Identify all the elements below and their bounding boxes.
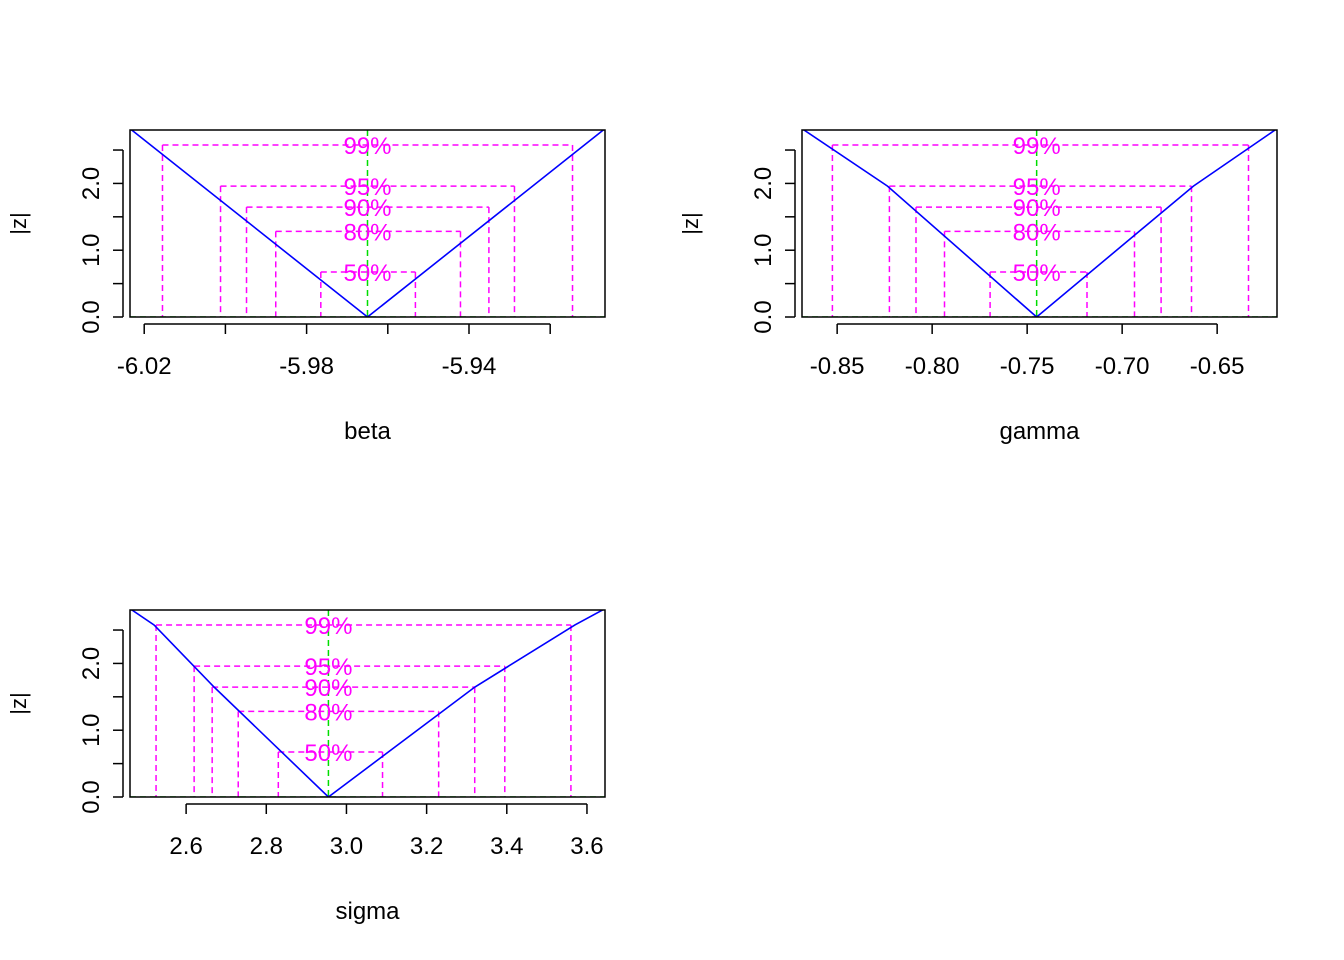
y-axis: 0.0 1.0 2.0 |z| xyxy=(678,149,796,334)
profile-panel-sigma: 50% 80%90%95% 99% 2.6 2.8 3.0 3.2 3.4 3.6 sigma 0.… xyxy=(6,609,606,925)
interval-label: 95% xyxy=(343,174,391,201)
plot-frame xyxy=(129,129,606,318)
x-tick-label: 3.0 xyxy=(330,833,363,860)
x-tick-label: -6.02 xyxy=(117,353,172,380)
interval-label: 99% xyxy=(304,613,352,640)
x-tick-label: -5.98 xyxy=(279,353,334,380)
interval-label: 50% xyxy=(1013,260,1061,287)
interval-label: 95% xyxy=(304,654,352,681)
interval-label: 95% xyxy=(1013,174,1061,201)
interval-label: 80% xyxy=(343,219,391,246)
profile-curve xyxy=(130,610,605,797)
x-tick-label: -5.94 xyxy=(442,353,497,380)
y-tick-label: 1.0 xyxy=(78,234,105,267)
interval-label: 90% xyxy=(304,675,352,702)
plot-frame xyxy=(129,609,606,798)
interval-label: 90% xyxy=(343,195,391,222)
interval-label: 50% xyxy=(343,260,391,287)
interval-label: 90% xyxy=(1013,195,1061,222)
x-axis: 2.6 2.8 3.0 3.2 3.4 3.6 sigma xyxy=(169,803,604,925)
x-tick-label: 3.6 xyxy=(570,833,603,860)
y-tick-label: 2.0 xyxy=(78,647,105,680)
interval-label: 50% xyxy=(304,740,352,767)
interval-label: 99% xyxy=(1013,133,1061,160)
y-tick-label: 2.0 xyxy=(750,167,777,200)
plot-region xyxy=(130,610,605,797)
x-tick-label: -0.85 xyxy=(810,353,865,380)
y-axis-label: |z| xyxy=(6,692,31,714)
x-tick-label: 2.8 xyxy=(250,833,283,860)
y-axis: 0.0 1.0 2.0 |z| xyxy=(6,149,124,334)
x-tick-label: 3.4 xyxy=(490,833,523,860)
x-tick-label: 2.6 xyxy=(169,833,202,860)
plot-frame xyxy=(801,129,1278,318)
y-tick-label: 2.0 xyxy=(78,167,105,200)
y-axis-label: |z| xyxy=(6,212,31,234)
plot-region xyxy=(130,130,605,317)
profile-panel-beta: 50% 80%90%95% 99% -6.02 -5.98 -5.94 beta 0.0 1.0… xyxy=(6,129,606,445)
x-tick-label: -0.65 xyxy=(1190,353,1245,380)
profile-panel-gamma: 50% 80%90%95% 99% -0.85 -0.80 -0.75 -0.70 -0.65… xyxy=(678,129,1278,445)
x-tick-label: -0.80 xyxy=(905,353,960,380)
y-tick-label: 1.0 xyxy=(78,714,105,747)
y-axis-label: |z| xyxy=(678,212,703,234)
y-tick-label: 0.0 xyxy=(78,780,105,813)
interval-label: 99% xyxy=(343,133,391,160)
interval-label: 80% xyxy=(304,699,352,726)
x-axis-label: beta xyxy=(344,418,391,445)
x-axis-label: sigma xyxy=(335,898,400,925)
x-tick-label: 3.2 xyxy=(410,833,443,860)
y-tick-label: 0.0 xyxy=(78,300,105,333)
x-tick-label: -0.70 xyxy=(1095,353,1150,380)
x-axis: -0.85 -0.80 -0.75 -0.70 -0.65 gamma xyxy=(810,323,1245,445)
x-tick-label: -0.75 xyxy=(1000,353,1055,380)
x-axis: -6.02 -5.98 -5.94 beta xyxy=(117,323,551,445)
y-tick-label: 1.0 xyxy=(750,234,777,267)
profile-curve xyxy=(802,130,1277,317)
profile-curve xyxy=(130,130,605,317)
x-axis-label: gamma xyxy=(999,418,1080,445)
plot-region xyxy=(802,130,1277,317)
y-axis: 0.0 1.0 2.0 |z| xyxy=(6,629,124,814)
interval-label: 80% xyxy=(1013,219,1061,246)
y-tick-label: 0.0 xyxy=(750,300,777,333)
